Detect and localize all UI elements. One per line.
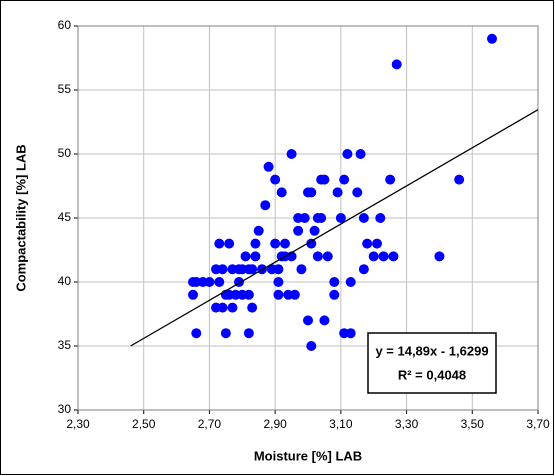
point (309, 225, 320, 236)
point (220, 328, 231, 339)
point (250, 238, 261, 249)
x-tick-label: 2,70 (198, 417, 222, 431)
x-tick-label: 2,90 (263, 417, 287, 431)
point (276, 187, 287, 198)
point (319, 174, 330, 185)
point (306, 187, 317, 198)
r-squared: R² = 0,4048 (398, 367, 466, 382)
point (280, 238, 290, 249)
point (388, 251, 399, 262)
point (345, 328, 356, 339)
point (454, 174, 465, 185)
point (247, 302, 258, 313)
point (243, 289, 254, 300)
point (385, 174, 396, 185)
y-axis-title: Compactability [%] LAB (13, 144, 28, 291)
equation: y = 14,89x - 1,6299 (375, 343, 488, 358)
y-tick-label: 45 (58, 210, 72, 224)
x-axis-title: Moisture [%] LAB (254, 448, 362, 463)
x-tick-label: 3,30 (395, 417, 419, 431)
y-tick-label: 50 (58, 146, 72, 160)
point (260, 200, 271, 211)
point (214, 277, 225, 287)
point (286, 149, 297, 159)
point (273, 277, 284, 287)
x-tick-label: 2,50 (132, 417, 156, 431)
point (253, 225, 264, 236)
point (243, 328, 254, 339)
point (339, 174, 350, 185)
point (372, 238, 382, 249)
point (299, 213, 310, 223)
point (355, 149, 366, 159)
point (224, 238, 235, 249)
point (322, 251, 333, 262)
point (329, 289, 340, 300)
point (217, 264, 228, 275)
point (332, 187, 343, 198)
point (270, 174, 281, 185)
point (375, 213, 386, 223)
point (306, 341, 317, 351)
point (303, 315, 313, 326)
point (289, 289, 300, 300)
point (329, 277, 340, 287)
point (434, 251, 445, 262)
point (352, 187, 363, 198)
point (273, 289, 284, 300)
point (214, 238, 225, 249)
point (362, 238, 373, 249)
y-tick-label: 35 (58, 338, 72, 352)
point (217, 302, 228, 313)
x-tick-label: 3,10 (329, 417, 353, 431)
x-tick-label: 3,70 (526, 417, 550, 431)
x-tick-label: 2,30 (66, 417, 90, 431)
point (293, 225, 304, 236)
plot-area-border (77, 25, 539, 411)
point (270, 238, 281, 249)
point (240, 251, 251, 262)
point (368, 251, 379, 262)
point (296, 264, 307, 275)
point (263, 161, 274, 172)
point (358, 213, 369, 223)
point (273, 264, 284, 275)
point (345, 277, 356, 287)
point (378, 251, 389, 262)
point (316, 213, 327, 223)
equation-box (367, 332, 497, 394)
point (487, 33, 497, 44)
point (247, 264, 258, 275)
point (188, 289, 198, 300)
y-tick-label: 60 (58, 18, 72, 32)
point (204, 277, 215, 287)
y-tick-label: 40 (58, 274, 72, 288)
trendline (130, 109, 539, 347)
point (391, 59, 402, 70)
point (342, 149, 353, 159)
point (191, 328, 202, 339)
point (335, 213, 346, 223)
y-tick-label: 30 (58, 402, 72, 416)
point (358, 264, 369, 275)
y-tick-label: 55 (58, 82, 72, 96)
point (250, 251, 261, 262)
point (312, 251, 323, 262)
point (319, 315, 330, 326)
point (227, 302, 238, 313)
point (306, 238, 317, 249)
x-tick-label: 3,50 (461, 417, 485, 431)
